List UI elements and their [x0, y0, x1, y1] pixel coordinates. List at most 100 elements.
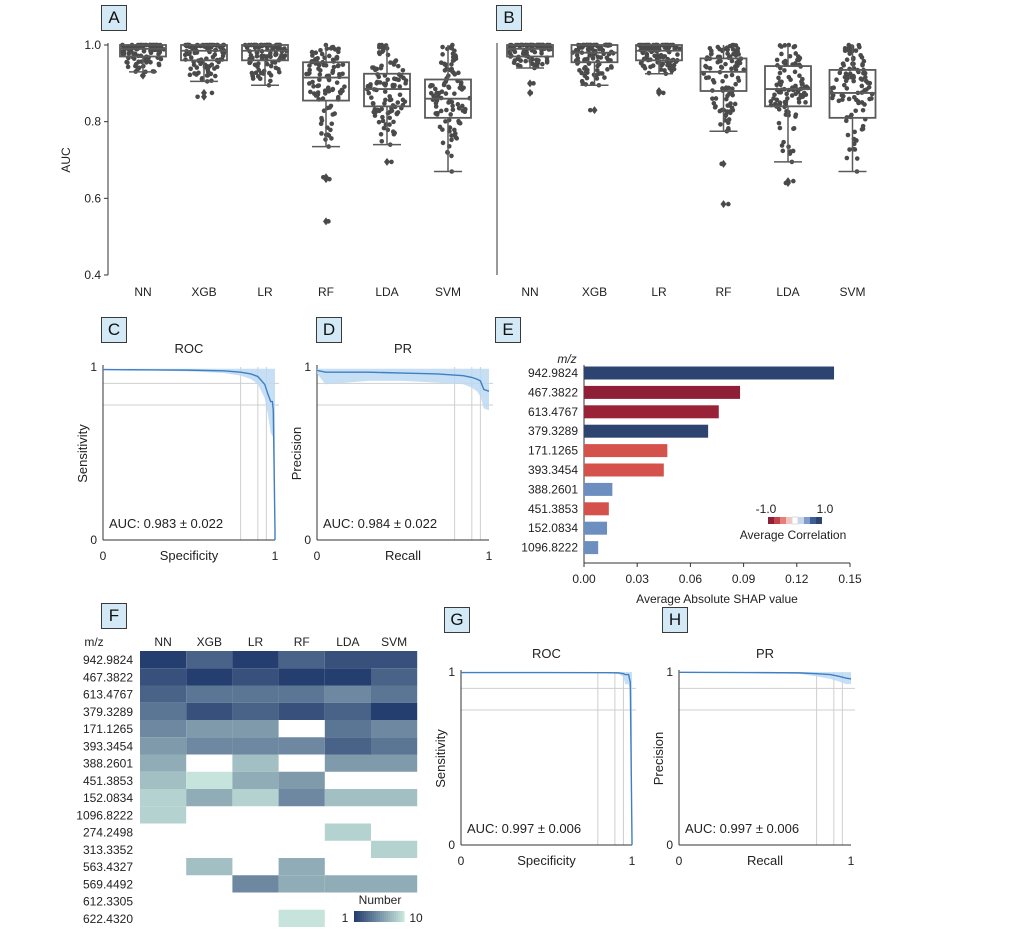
- swarm-point-a: [387, 97, 393, 103]
- swarm-point-a: [381, 125, 387, 131]
- swarm-point-b: [577, 68, 582, 73]
- swarm-point-a: [131, 51, 136, 57]
- colorbar-segment: [380, 911, 383, 922]
- swarm-point-b: [723, 74, 729, 79]
- swarm-point-b: [729, 72, 735, 78]
- swarm-point-a: [382, 89, 388, 94]
- swarm-point-b: [795, 57, 800, 63]
- swarm-point-b: [533, 62, 539, 67]
- swarm-point-a: [212, 52, 218, 58]
- swarm-point-a: [397, 92, 403, 98]
- swarm-point-b: [852, 129, 857, 135]
- swarm-point-b: [861, 58, 867, 64]
- box-b-xgb: [570, 44, 619, 64]
- swarm-point-b: [644, 51, 650, 57]
- swarm-point-a: [452, 72, 458, 77]
- swarm-point-b: [774, 57, 780, 63]
- swarm-point-a: [196, 70, 201, 76]
- swarm-point-a: [389, 159, 394, 165]
- colorbar-segment: [358, 911, 361, 922]
- heatmap-cell: [186, 702, 233, 720]
- colorbar-segment: [392, 911, 395, 922]
- swarm-point-a: [380, 114, 385, 120]
- swarm-point-a: [308, 89, 313, 95]
- swarm-point-b: [840, 61, 846, 66]
- swarm-point-a: [328, 127, 333, 133]
- swarm-point-b: [732, 101, 738, 107]
- swarm-point-a: [450, 103, 455, 109]
- swarm-point-a: [182, 52, 188, 58]
- mean-curve-c: [102, 368, 276, 540]
- heatmap-column-label: SVM: [381, 635, 407, 649]
- colorbar-segment: [368, 911, 371, 922]
- heatmap-cell: [186, 720, 233, 738]
- swarm-point-b: [793, 112, 799, 117]
- swarm-point-b: [834, 77, 839, 83]
- heatmap-cell: [278, 875, 325, 893]
- legend-swatch: [816, 517, 822, 524]
- swarm-point-a: [443, 91, 449, 96]
- outlier-marker-b: [527, 79, 533, 88]
- swarm-point-a: [456, 70, 461, 76]
- swarm-point-a: [339, 87, 345, 93]
- swarm-point-a: [440, 44, 445, 50]
- swarm-point-b: [840, 97, 845, 102]
- swarm-point-b: [782, 43, 788, 48]
- swarm-point-a: [455, 102, 461, 107]
- box-b-lda: [764, 65, 812, 108]
- x-tick-label: SVM: [435, 285, 461, 299]
- swarm-point-a: [456, 105, 462, 111]
- heatmap-cell: [278, 858, 325, 876]
- swarm-point-a: [428, 84, 433, 89]
- swarm-point-b: [844, 118, 849, 124]
- y-tick-label: 388.2601: [528, 482, 578, 496]
- swarm-point-b: [642, 65, 648, 71]
- swarm-point-b: [860, 123, 866, 129]
- swarm-point-b: [587, 53, 592, 58]
- heatmap-cell: [140, 651, 187, 669]
- heatmap-cell: [140, 737, 187, 755]
- heatmap-cell: [232, 875, 279, 893]
- swarm-point-b: [530, 61, 535, 67]
- y-tick-label: 942.9824: [528, 366, 578, 380]
- legend-swatch: [786, 517, 792, 524]
- heatmap-cell: [324, 720, 371, 738]
- swarm-point-b: [801, 90, 807, 96]
- swarm-point-b: [640, 50, 646, 56]
- swarm-point-b: [704, 64, 709, 70]
- x-tick-label: LDA: [776, 285, 799, 299]
- heatmap-row-label: 388.2601: [83, 757, 133, 771]
- swarm-point-b: [671, 62, 677, 68]
- swarm-point-a: [450, 51, 456, 57]
- panel-label-b: B: [496, 5, 522, 31]
- y-tick-label: 1: [448, 665, 455, 679]
- swarm-point-b: [706, 75, 712, 80]
- swarm-point-b: [845, 132, 851, 138]
- swarm-point-b: [731, 42, 736, 48]
- swarm-point-a: [438, 60, 444, 65]
- swarm-point-a: [317, 77, 322, 83]
- heatmap-row-label: 613.4767: [83, 688, 133, 702]
- swarm-point-b: [741, 67, 747, 73]
- swarm-point-a: [335, 94, 341, 100]
- swarm-point-b: [859, 83, 865, 89]
- swarm-point-b: [711, 101, 717, 106]
- y-tick-label: 1.0: [84, 38, 101, 52]
- swarm-point-a: [447, 98, 452, 104]
- heatmap-cell: [186, 789, 233, 807]
- swarm-point-b: [787, 151, 793, 156]
- swarm-point-a: [378, 65, 384, 71]
- x-tick-label: 0: [314, 549, 321, 563]
- heatmap-cell: [186, 771, 233, 789]
- swarm-point-b: [707, 45, 713, 51]
- swarm-point-a: [307, 63, 312, 68]
- swarm-point-a: [329, 121, 335, 127]
- x-tick-label: 0: [676, 854, 683, 868]
- swarm-point-b: [780, 148, 786, 154]
- colorbar-segment: [366, 911, 369, 922]
- heatmap-cell: [140, 806, 187, 824]
- swarm-point-a: [449, 153, 454, 159]
- legend-min-label: -1.0: [756, 502, 777, 516]
- swarm-point-b: [715, 59, 721, 65]
- swarm-point-a: [188, 66, 193, 72]
